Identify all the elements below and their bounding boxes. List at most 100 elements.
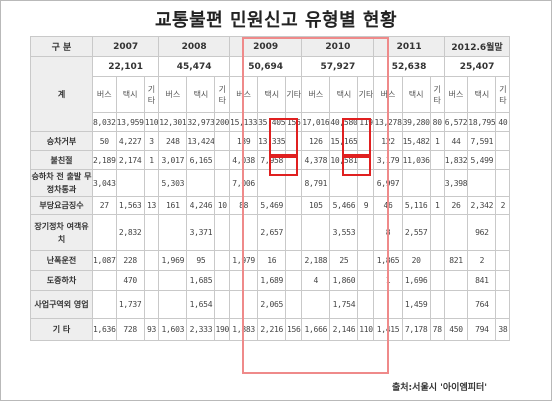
table-cell: 794 [467,318,497,341]
table-cell: 821 [443,250,469,271]
highlight-2009-2010-columns [242,37,389,374]
table-cell: 1,754 [329,290,359,319]
table-cell: 2 [467,250,497,271]
row-label: 승차거부 [30,131,93,151]
table-cell: 2,174 [115,150,145,170]
subtype-header: 버스 [92,76,117,113]
highlight-2010-taxi-total [342,118,371,156]
table-cell [467,169,497,197]
table-cell [429,270,445,291]
table-cell [495,169,511,197]
table-cell: 2,657 [257,214,287,251]
total-breakdown-cell: 32,973 [186,112,216,132]
table-cell [429,290,445,319]
total-breakdown-cell: 40 [495,112,511,132]
table-cell: 11,036 [401,150,431,170]
total-breakdown-cell: 12,301 [158,112,188,132]
table-cell: 2,216 [257,318,287,341]
row-label: 불친절 [30,150,93,170]
table-cell: 1,685 [186,270,216,291]
highlight-2010-taxi-unkind [342,156,371,176]
table-cell [495,150,511,170]
table-cell: 50 [92,131,117,151]
total-breakdown-cell: 13,959 [115,112,145,132]
table-cell: 1,603 [158,318,188,341]
year-total: 22,101 [91,56,160,77]
table-cell: 2,189 [92,150,117,170]
highlight-2009-taxi-unkind [269,156,298,176]
total-breakdown-cell: 80 [429,112,445,132]
table-row: 난폭운전 1,087 228 1,969 95 1,979 16 2,188 25 1,865 20… [30,250,511,271]
table-cell [158,214,188,251]
table-cell [214,131,231,151]
table-cell: 78 [429,318,445,341]
row-label: 기 타 [30,318,93,341]
total-breakdown-cell: 200 [214,112,231,132]
table-cell [92,214,117,251]
table-cell: 1,832 [443,150,469,170]
table-cell [429,169,445,197]
row-label: 난폭운전 [30,250,93,271]
subtype-header: 택시 [186,76,216,113]
table-cell: 2,333 [186,318,216,341]
table-cell: 13,424 [186,131,216,151]
table-cell: 1,654 [186,290,216,319]
table-cell: 1,087 [92,250,117,271]
table-cell: 5,303 [158,169,188,197]
total-label: 계 [30,56,93,132]
table-cell: 1,563 [115,196,145,215]
subtype-header: 택시 [467,76,497,113]
table-cell: 2 [495,196,511,215]
highlight-2009-taxi-total [269,118,298,156]
subtype-header: 기타 [495,76,511,113]
year-header: 2012.6월말 [443,36,511,57]
table-cell [92,290,117,319]
year-total: 45,474 [158,56,231,77]
row-label: 부당요금징수 [30,196,93,215]
year-header: 2008 [158,36,231,57]
table-cell: 5,499 [467,150,497,170]
table-cell: 27 [92,196,117,215]
table-cell: 95 [186,250,216,271]
row-label: 도중하차 [30,270,93,291]
table-cell: 3 [143,131,160,151]
table-cell: 3,553 [329,214,359,251]
table-cell [214,150,231,170]
page-title: 교통불편 민원신고 유형별 현황 [154,10,398,31]
table-cell [143,169,160,197]
table-cell [214,214,231,251]
table-cell: 8,791 [301,169,331,197]
table-cell [214,250,231,271]
table-cell [186,169,216,197]
table-cell [495,270,511,291]
table-cell: 93 [143,318,160,341]
table-cell [495,131,511,151]
table-cell [495,290,511,319]
table-cell: 962 [467,214,497,251]
table-cell [143,214,160,251]
table-cell: 2,146 [329,318,359,341]
table-cell: 1,689 [257,270,287,291]
total-breakdown-cell: 8,032 [92,112,117,132]
table-cell [143,290,160,319]
table-cell: 6,165 [186,150,216,170]
header-row-totals: 계 22,101 45,474 50,694 57,927 52,638 25,407 [30,56,511,132]
subtype-header: 기타 [214,76,231,113]
table-cell: 2,342 [467,196,497,215]
table-cell: 248 [158,131,188,151]
table-cell: 10 [214,196,231,215]
table-cell: 5,116 [401,196,431,215]
table-cell [401,169,431,197]
table-cell: 1,459 [401,290,431,319]
table-cell: 1 [143,150,160,170]
table-cell [443,270,469,291]
table-cell [158,270,188,291]
row-label: 사업구역외 영업 [30,290,93,319]
table-cell: 7,178 [401,318,431,341]
table-cell [214,169,231,197]
table-cell: 4,227 [115,131,145,151]
table-cell [301,290,331,319]
table-cell [143,270,160,291]
table-cell: 764 [467,290,497,319]
row-label: 승하차 전 출발 무정차통과 [30,169,93,197]
